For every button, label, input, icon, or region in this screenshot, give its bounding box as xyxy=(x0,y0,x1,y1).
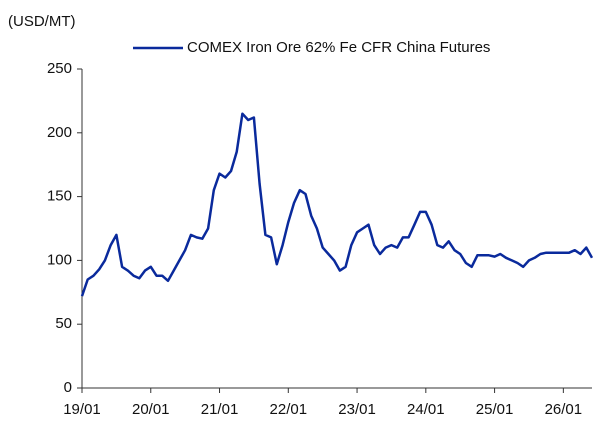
x-tick-label: 21/01 xyxy=(201,401,239,418)
legend-label: COMEX Iron Ore 62% Fe CFR China Futures xyxy=(187,39,490,56)
y-tick-label: 200 xyxy=(47,124,72,141)
y-tick-label: 50 xyxy=(55,315,72,332)
x-tick-label: 26/01 xyxy=(545,401,583,418)
x-tick-label: 22/01 xyxy=(270,401,308,418)
unit-label: (USD/MT) xyxy=(8,13,76,30)
y-tick-label: 250 xyxy=(47,60,72,77)
y-tick-label: 150 xyxy=(47,188,72,205)
x-tick-label: 19/01 xyxy=(63,401,101,418)
data-line xyxy=(80,112,594,297)
x-tick-label: 24/01 xyxy=(407,401,445,418)
x-tick-label: 20/01 xyxy=(132,401,170,418)
y-tick-label: 0 xyxy=(64,379,72,396)
y-tick-label: 100 xyxy=(47,251,72,268)
x-tick-label: 23/01 xyxy=(338,401,376,418)
x-tick-label: 25/01 xyxy=(476,401,514,418)
